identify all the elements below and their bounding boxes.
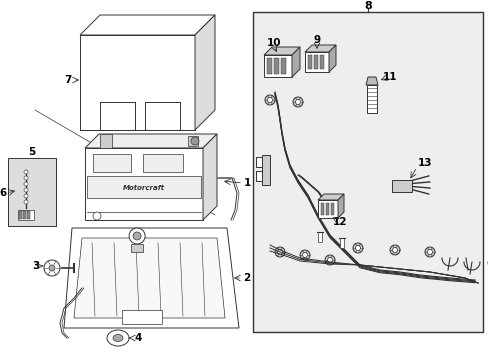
Text: 1: 1 (243, 178, 250, 188)
Bar (391, 180, 411, 192)
Polygon shape (291, 47, 299, 77)
Bar (307, 55, 311, 69)
Bar (320, 203, 324, 215)
Bar (256, 157, 262, 167)
Circle shape (295, 99, 300, 104)
Bar (23, 211, 26, 219)
Polygon shape (64, 228, 239, 328)
Bar (27, 211, 30, 219)
Circle shape (24, 194, 28, 198)
Bar (131, 244, 143, 252)
Text: 13: 13 (417, 158, 431, 168)
Circle shape (267, 98, 272, 103)
Circle shape (93, 212, 101, 220)
Bar (85, 148, 203, 220)
Polygon shape (328, 45, 335, 72)
Text: 7: 7 (64, 75, 72, 85)
Circle shape (299, 250, 309, 260)
Circle shape (133, 232, 141, 240)
Circle shape (264, 95, 274, 105)
Circle shape (24, 200, 28, 204)
Circle shape (392, 248, 397, 252)
Bar (266, 58, 271, 74)
Ellipse shape (107, 330, 129, 346)
Bar (256, 171, 262, 181)
Bar (313, 55, 317, 69)
Circle shape (24, 176, 28, 180)
Bar (18, 210, 34, 220)
Circle shape (277, 249, 282, 255)
Text: Motorcraft: Motorcraft (122, 185, 165, 191)
Bar (80, 35, 195, 130)
Bar (252, 12, 482, 332)
Text: 3: 3 (32, 261, 40, 271)
Text: 9: 9 (313, 35, 320, 45)
Circle shape (355, 246, 360, 251)
Bar (305, 52, 328, 72)
Polygon shape (85, 134, 217, 148)
Polygon shape (74, 238, 224, 318)
Text: 2: 2 (243, 273, 250, 283)
Polygon shape (80, 15, 215, 35)
Bar (187, 136, 198, 146)
Polygon shape (365, 77, 377, 85)
Polygon shape (203, 134, 217, 220)
Circle shape (427, 249, 431, 255)
Text: 12: 12 (332, 217, 346, 227)
Ellipse shape (113, 334, 123, 342)
Circle shape (129, 228, 145, 244)
Text: 4: 4 (134, 333, 142, 343)
Text: 5: 5 (28, 147, 36, 157)
Circle shape (49, 265, 55, 271)
Circle shape (44, 260, 60, 276)
Polygon shape (317, 194, 343, 200)
Text: 10: 10 (266, 38, 281, 48)
Bar (19, 211, 22, 219)
Circle shape (424, 247, 434, 257)
Polygon shape (264, 47, 299, 55)
Bar (317, 232, 321, 242)
Circle shape (191, 137, 199, 145)
Bar (122, 310, 162, 324)
Bar (281, 58, 285, 74)
Bar (319, 55, 324, 69)
Text: 6: 6 (0, 188, 7, 198)
Bar (262, 155, 269, 185)
Polygon shape (195, 15, 215, 130)
Bar (8, 158, 56, 226)
Polygon shape (305, 45, 335, 52)
Circle shape (274, 247, 285, 257)
Bar (317, 200, 337, 218)
Bar (273, 58, 279, 74)
Bar (339, 238, 343, 248)
Bar (93, 154, 131, 172)
Circle shape (352, 243, 362, 253)
Circle shape (24, 170, 28, 174)
Circle shape (327, 257, 332, 262)
Circle shape (389, 245, 399, 255)
Text: 8: 8 (364, 1, 371, 11)
Circle shape (24, 182, 28, 186)
Bar (100, 134, 112, 148)
Bar (142, 154, 183, 172)
Text: 11: 11 (382, 72, 396, 82)
Circle shape (24, 188, 28, 192)
Circle shape (325, 255, 334, 265)
Bar (330, 203, 333, 215)
Bar (366, 85, 376, 113)
Bar (87, 176, 201, 198)
Circle shape (302, 252, 307, 257)
Circle shape (292, 97, 303, 107)
Polygon shape (337, 194, 343, 218)
Bar (264, 55, 291, 77)
Bar (325, 203, 328, 215)
